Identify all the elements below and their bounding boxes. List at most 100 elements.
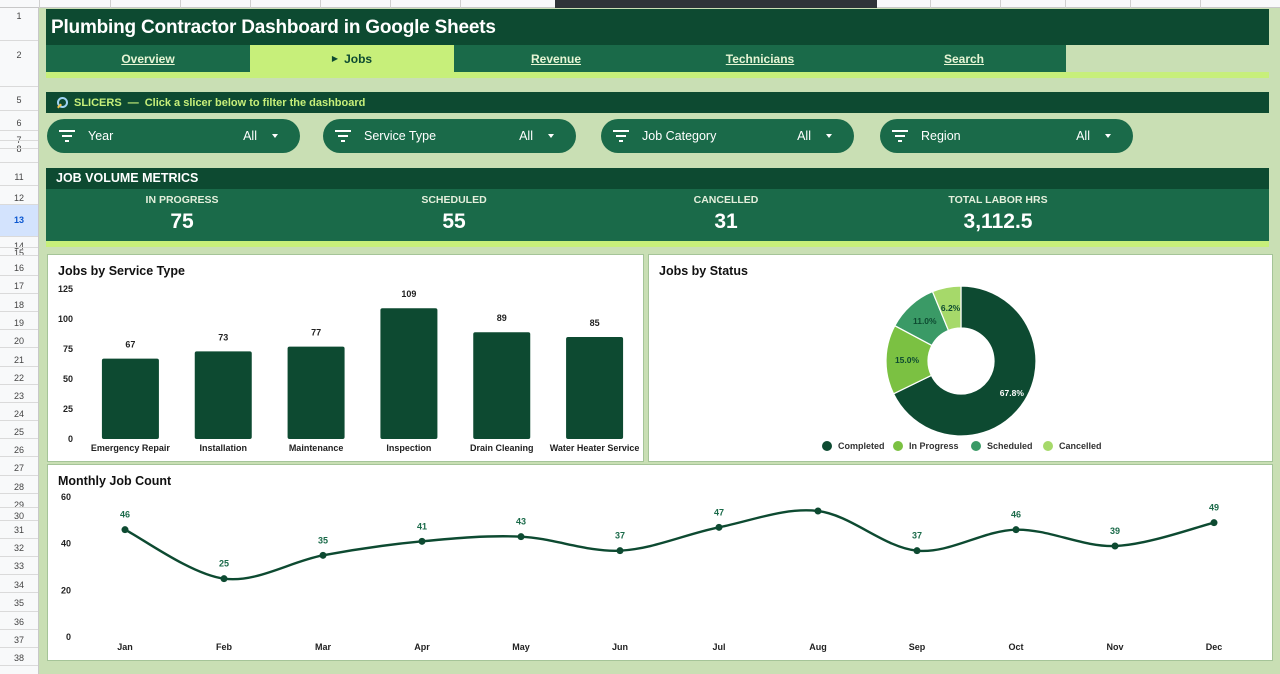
row-number[interactable]: 13 <box>0 204 38 236</box>
y-tick-label: 40 <box>61 539 71 549</box>
slicer-region-value: All <box>1076 129 1090 143</box>
bar <box>566 337 624 439</box>
slicer-region[interactable]: Region All <box>880 119 1133 153</box>
point-data-label: 47 <box>714 507 724 517</box>
row-number[interactable]: 38 <box>13 653 24 663</box>
row-number[interactable]: 36 <box>13 617 24 627</box>
slicer-job-category-label: Job Category <box>642 129 717 143</box>
donut-chart-panel[interactable]: Jobs by Status 67.8% 15.0% 11.0% 6.2% Comple… <box>648 254 1273 462</box>
bar-chart-panel[interactable]: Jobs by Service Type 0 25 50 75 100 125 67 Emer… <box>47 254 644 462</box>
y-tick-label: 60 <box>61 492 71 502</box>
point-data-label: 46 <box>1011 510 1021 520</box>
x-tick-label: Aug <box>809 642 827 652</box>
row-number[interactable]: 1 <box>16 11 22 21</box>
x-tick-label: Oct <box>1008 642 1023 652</box>
x-tick-label: Sep <box>909 642 926 652</box>
row-number[interactable]: 30 <box>13 511 24 521</box>
y-tick-label: 100 <box>58 314 73 324</box>
x-tick-label: Apr <box>414 642 430 652</box>
row-number[interactable]: 8 <box>16 144 22 154</box>
column-header-selected <box>555 0 877 8</box>
row-number[interactable]: 6 <box>16 118 22 128</box>
x-tick-label: Emergency Repair <box>91 443 171 453</box>
data-point <box>715 523 723 531</box>
data-point <box>121 526 129 534</box>
row-number[interactable]: 27 <box>13 463 24 473</box>
bar <box>473 332 531 439</box>
row-number[interactable]: 29 <box>13 500 24 510</box>
nav-tabs: Overview ▶ Jobs Revenue Technicians Searc… <box>46 45 1269 72</box>
row-number[interactable]: 15 <box>13 248 24 258</box>
legend-marker <box>893 441 903 451</box>
row-number[interactable]: 24 <box>13 409 24 419</box>
row-number[interactable]: 2 <box>16 50 22 60</box>
tab-technicians[interactable]: Technicians <box>658 45 862 72</box>
metric-label: IN PROGRESS <box>145 194 219 206</box>
row-number[interactable]: 16 <box>13 263 24 273</box>
tab-jobs-label: Jobs <box>344 51 373 66</box>
row-number[interactable]: 14 <box>13 241 24 251</box>
row-number[interactable]: 19 <box>13 318 24 328</box>
chevron-down-icon <box>272 134 278 138</box>
bar-data-label: 85 <box>590 318 600 328</box>
slicers-hint: Click a slicer below to filter the dashb… <box>144 96 366 109</box>
row-number[interactable]: 12 <box>13 193 24 203</box>
row-number[interactable]: 26 <box>13 445 24 455</box>
bar-data-label: 109 <box>401 289 416 299</box>
metric-cancelled: CANCELLED 31 <box>590 189 862 234</box>
row-number[interactable]: 18 <box>13 300 24 310</box>
slicer-service-type[interactable]: Service Type All <box>323 119 576 153</box>
row-number[interactable]: 11 <box>14 172 24 182</box>
filter-icon <box>892 130 908 142</box>
row-number[interactable]: 28 <box>13 482 24 492</box>
row-number[interactable]: 34 <box>13 580 24 590</box>
x-tick-label: Jan <box>117 642 133 652</box>
tab-revenue[interactable]: Revenue <box>454 45 658 72</box>
chevron-down-icon <box>826 134 832 138</box>
slice-value-label: 15.0% <box>895 355 920 365</box>
row-number[interactable]: 31 <box>13 525 24 535</box>
slicer-job-category[interactable]: Job Category All <box>601 119 854 153</box>
row-number[interactable]: 17 <box>13 281 24 291</box>
legend-label: Scheduled <box>987 441 1033 451</box>
chevron-down-icon <box>548 134 554 138</box>
tab-overview[interactable]: Overview <box>46 45 250 72</box>
metrics-underline-strip <box>46 241 1269 247</box>
bar-data-label: 89 <box>497 313 507 323</box>
row-number[interactable]: 21 <box>13 355 24 365</box>
x-tick-label: Mar <box>315 642 332 652</box>
tab-search[interactable]: Search <box>862 45 1066 72</box>
row-number[interactable]: 20 <box>13 336 24 346</box>
legend-label: Completed <box>838 441 885 451</box>
slicers-dash: — <box>127 96 139 109</box>
tab-jobs[interactable]: ▶ Jobs <box>250 45 454 72</box>
row-number[interactable]: 32 <box>13 543 24 553</box>
donut-chart: 67.8% 15.0% 11.0% 6.2% Completed In Progress S… <box>822 285 1102 451</box>
line-chart-panel[interactable]: Monthly Job Count 0 20 40 60 46 Jan 25 Feb 35 Mar… <box>47 464 1273 661</box>
row-number[interactable]: 33 <box>13 561 24 571</box>
row-number[interactable]: 5 <box>16 95 22 105</box>
data-point <box>319 551 327 559</box>
data-point <box>616 547 624 555</box>
metric-value: 3,112.5 <box>963 210 1033 233</box>
bar <box>194 351 252 439</box>
x-tick-label: May <box>512 642 530 652</box>
x-tick-label: Jul <box>712 642 725 652</box>
slicer-year[interactable]: Year All <box>47 119 300 153</box>
row-header-column: 1256781112131415161718192021222324252627… <box>0 8 39 674</box>
bar-chart: 0 25 50 75 100 125 67 Emergency Repair 73 Install… <box>58 284 639 453</box>
y-tick-label: 75 <box>63 344 73 354</box>
slicers-label: SLICERS <box>74 96 122 109</box>
data-point <box>913 547 921 555</box>
y-tick-label: 125 <box>58 284 73 294</box>
row-number[interactable]: 22 <box>13 373 24 383</box>
point-data-label: 25 <box>219 559 229 569</box>
row-number[interactable]: 37 <box>13 635 24 645</box>
row-number[interactable]: 35 <box>13 598 24 608</box>
row-number[interactable]: 23 <box>13 391 24 401</box>
slicer-region-label: Region <box>921 129 961 143</box>
row-number[interactable]: 25 <box>13 427 24 437</box>
x-tick-label: Dec <box>1206 642 1223 652</box>
dashboard-title-bar: Plumbing Contractor Dashboard in Google … <box>46 9 1269 45</box>
data-point <box>220 575 228 583</box>
